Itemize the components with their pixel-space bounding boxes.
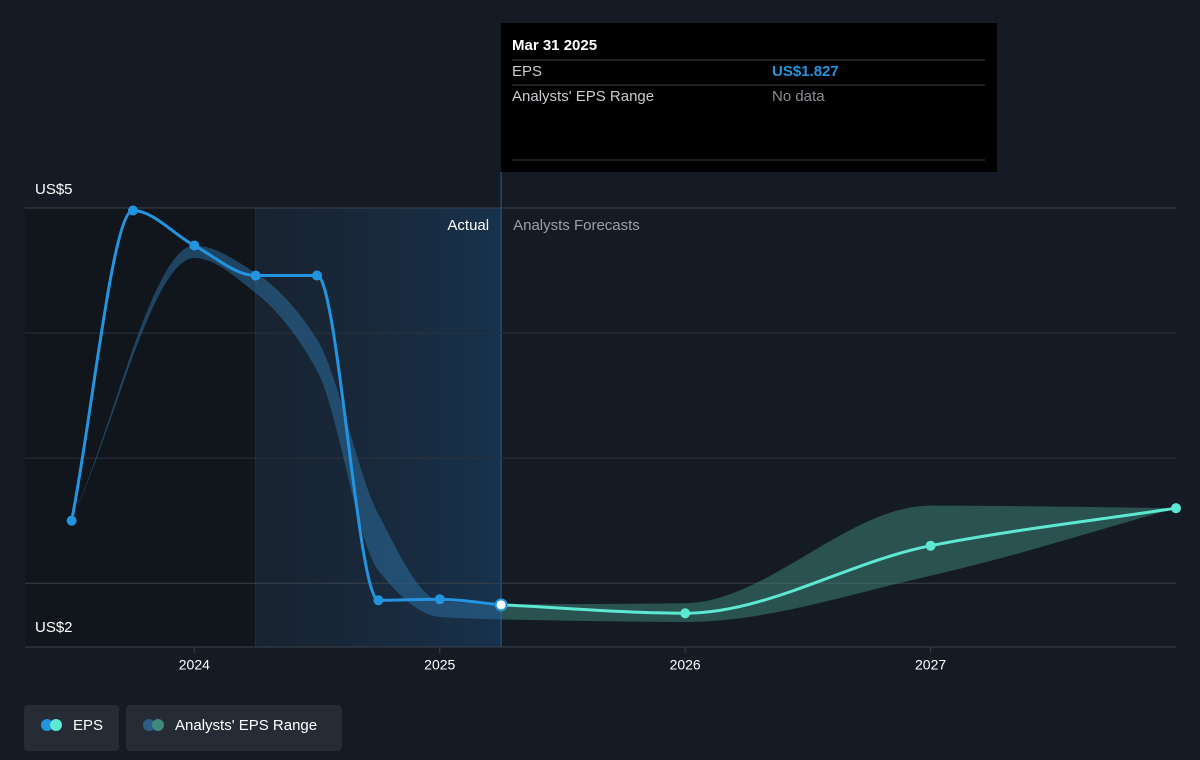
eps-point — [189, 240, 200, 251]
eps-point — [680, 608, 691, 619]
legend-swatch — [41, 719, 53, 731]
eps-point — [925, 540, 936, 551]
tooltip: Mar 31 2025 EPS US$1.827 Analysts' EPS R… — [501, 23, 997, 172]
tooltip-date: Mar 31 2025 — [512, 37, 597, 54]
eps-point — [1171, 503, 1181, 514]
x-tick-label: 2024 — [179, 657, 210, 673]
eps-point — [373, 595, 384, 606]
legend-item[interactable] — [24, 705, 119, 751]
eps-point — [66, 515, 77, 526]
legend: EPS Analysts' EPS Range — [24, 705, 342, 751]
x-tick-label: 2026 — [670, 657, 701, 673]
tooltip-row-value: No data — [772, 88, 825, 105]
past-region — [25, 208, 256, 647]
legend-swatch — [50, 719, 62, 731]
x-tick-label: 2025 — [424, 657, 455, 673]
range-band — [71, 245, 502, 620]
eps-forecast-line — [499, 506, 1178, 615]
actual-label: Actual — [447, 217, 489, 234]
y-tick-label: US$5 — [35, 181, 73, 198]
tooltip-row-label: Analysts' EPS Range — [512, 88, 654, 105]
eps-point — [434, 594, 445, 605]
forecast-label: Analysts Forecasts — [513, 217, 640, 234]
eps-point-selected — [494, 598, 508, 612]
legend-label: Analysts' EPS Range — [175, 717, 317, 734]
legend-item[interactable] — [126, 705, 342, 751]
eps-point — [312, 270, 323, 281]
tooltip-row-value: US$1.827 — [772, 63, 839, 80]
tooltip-box — [501, 23, 997, 172]
tooltip-row-label: EPS — [512, 63, 542, 80]
legend-swatch — [152, 719, 164, 731]
eps-point — [127, 205, 138, 216]
y-tick-label: US$2 — [35, 619, 73, 636]
x-tick-label: 2027 — [915, 657, 946, 673]
range-band — [501, 505, 1177, 622]
legend-swatch — [143, 719, 155, 731]
eps-actual-line — [70, 209, 503, 607]
legend-label: EPS — [73, 717, 103, 734]
actual-region — [255, 208, 502, 647]
eps-point — [250, 270, 261, 281]
